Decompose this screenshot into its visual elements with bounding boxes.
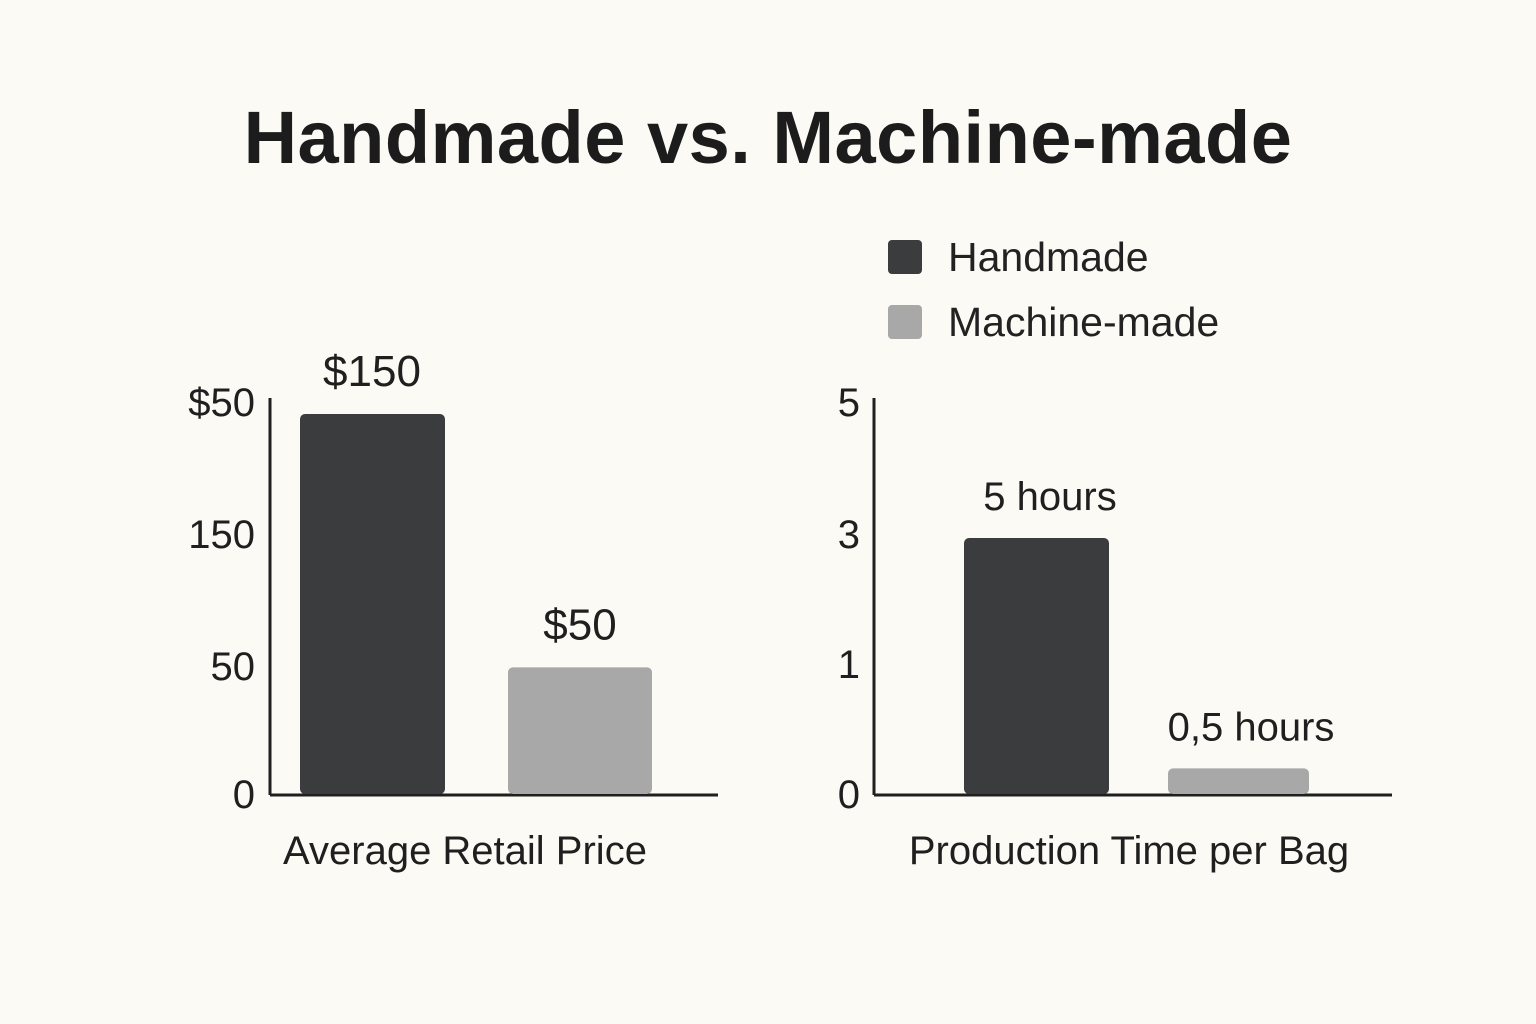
price-tick-label: 50 — [211, 645, 256, 689]
time-tick-label: 3 — [838, 513, 860, 557]
price-tick-label: 150 — [188, 513, 255, 557]
price-tick-label: 0 — [233, 773, 255, 817]
price-data-label-machine-made: $50 — [543, 600, 616, 649]
time-data-label-handmade: 5 hours — [983, 475, 1116, 519]
price-bar-machine-made — [508, 667, 652, 794]
legend-item-machine-made: Machine-made — [888, 297, 1219, 347]
time-data-label-machine-made: 0,5 hours — [1168, 705, 1335, 749]
legend-item-handmade: Handmade — [888, 232, 1219, 282]
time-bar-handmade — [964, 538, 1109, 794]
legend: Handmade Machine-made — [888, 232, 1219, 362]
time-tick-label: 5 — [838, 381, 860, 425]
price-chart: $50 150 50 0 $150 $50 Average Retail Pri… — [188, 347, 718, 873]
time-bar-machine-made — [1168, 768, 1309, 794]
price-x-axis-label: Average Retail Price — [283, 829, 647, 873]
time-chart: 5 3 1 0 5 hours 0,5 hours Production Tim… — [838, 381, 1392, 873]
price-tick-label: $50 — [188, 381, 255, 425]
time-tick-label: 0 — [838, 773, 860, 817]
price-data-label-handmade: $150 — [323, 347, 421, 396]
chart-title: Handmade vs. Machine-made — [243, 96, 1293, 179]
legend-swatch-machine-made — [888, 305, 922, 339]
time-x-axis-label: Production Time per Bag — [909, 829, 1349, 873]
price-bar-handmade — [300, 414, 445, 794]
legend-swatch-handmade — [888, 240, 922, 274]
legend-label-handmade: Handmade — [948, 233, 1149, 280]
time-tick-label: 1 — [838, 643, 860, 687]
legend-label-machine-made: Machine-made — [948, 298, 1220, 345]
